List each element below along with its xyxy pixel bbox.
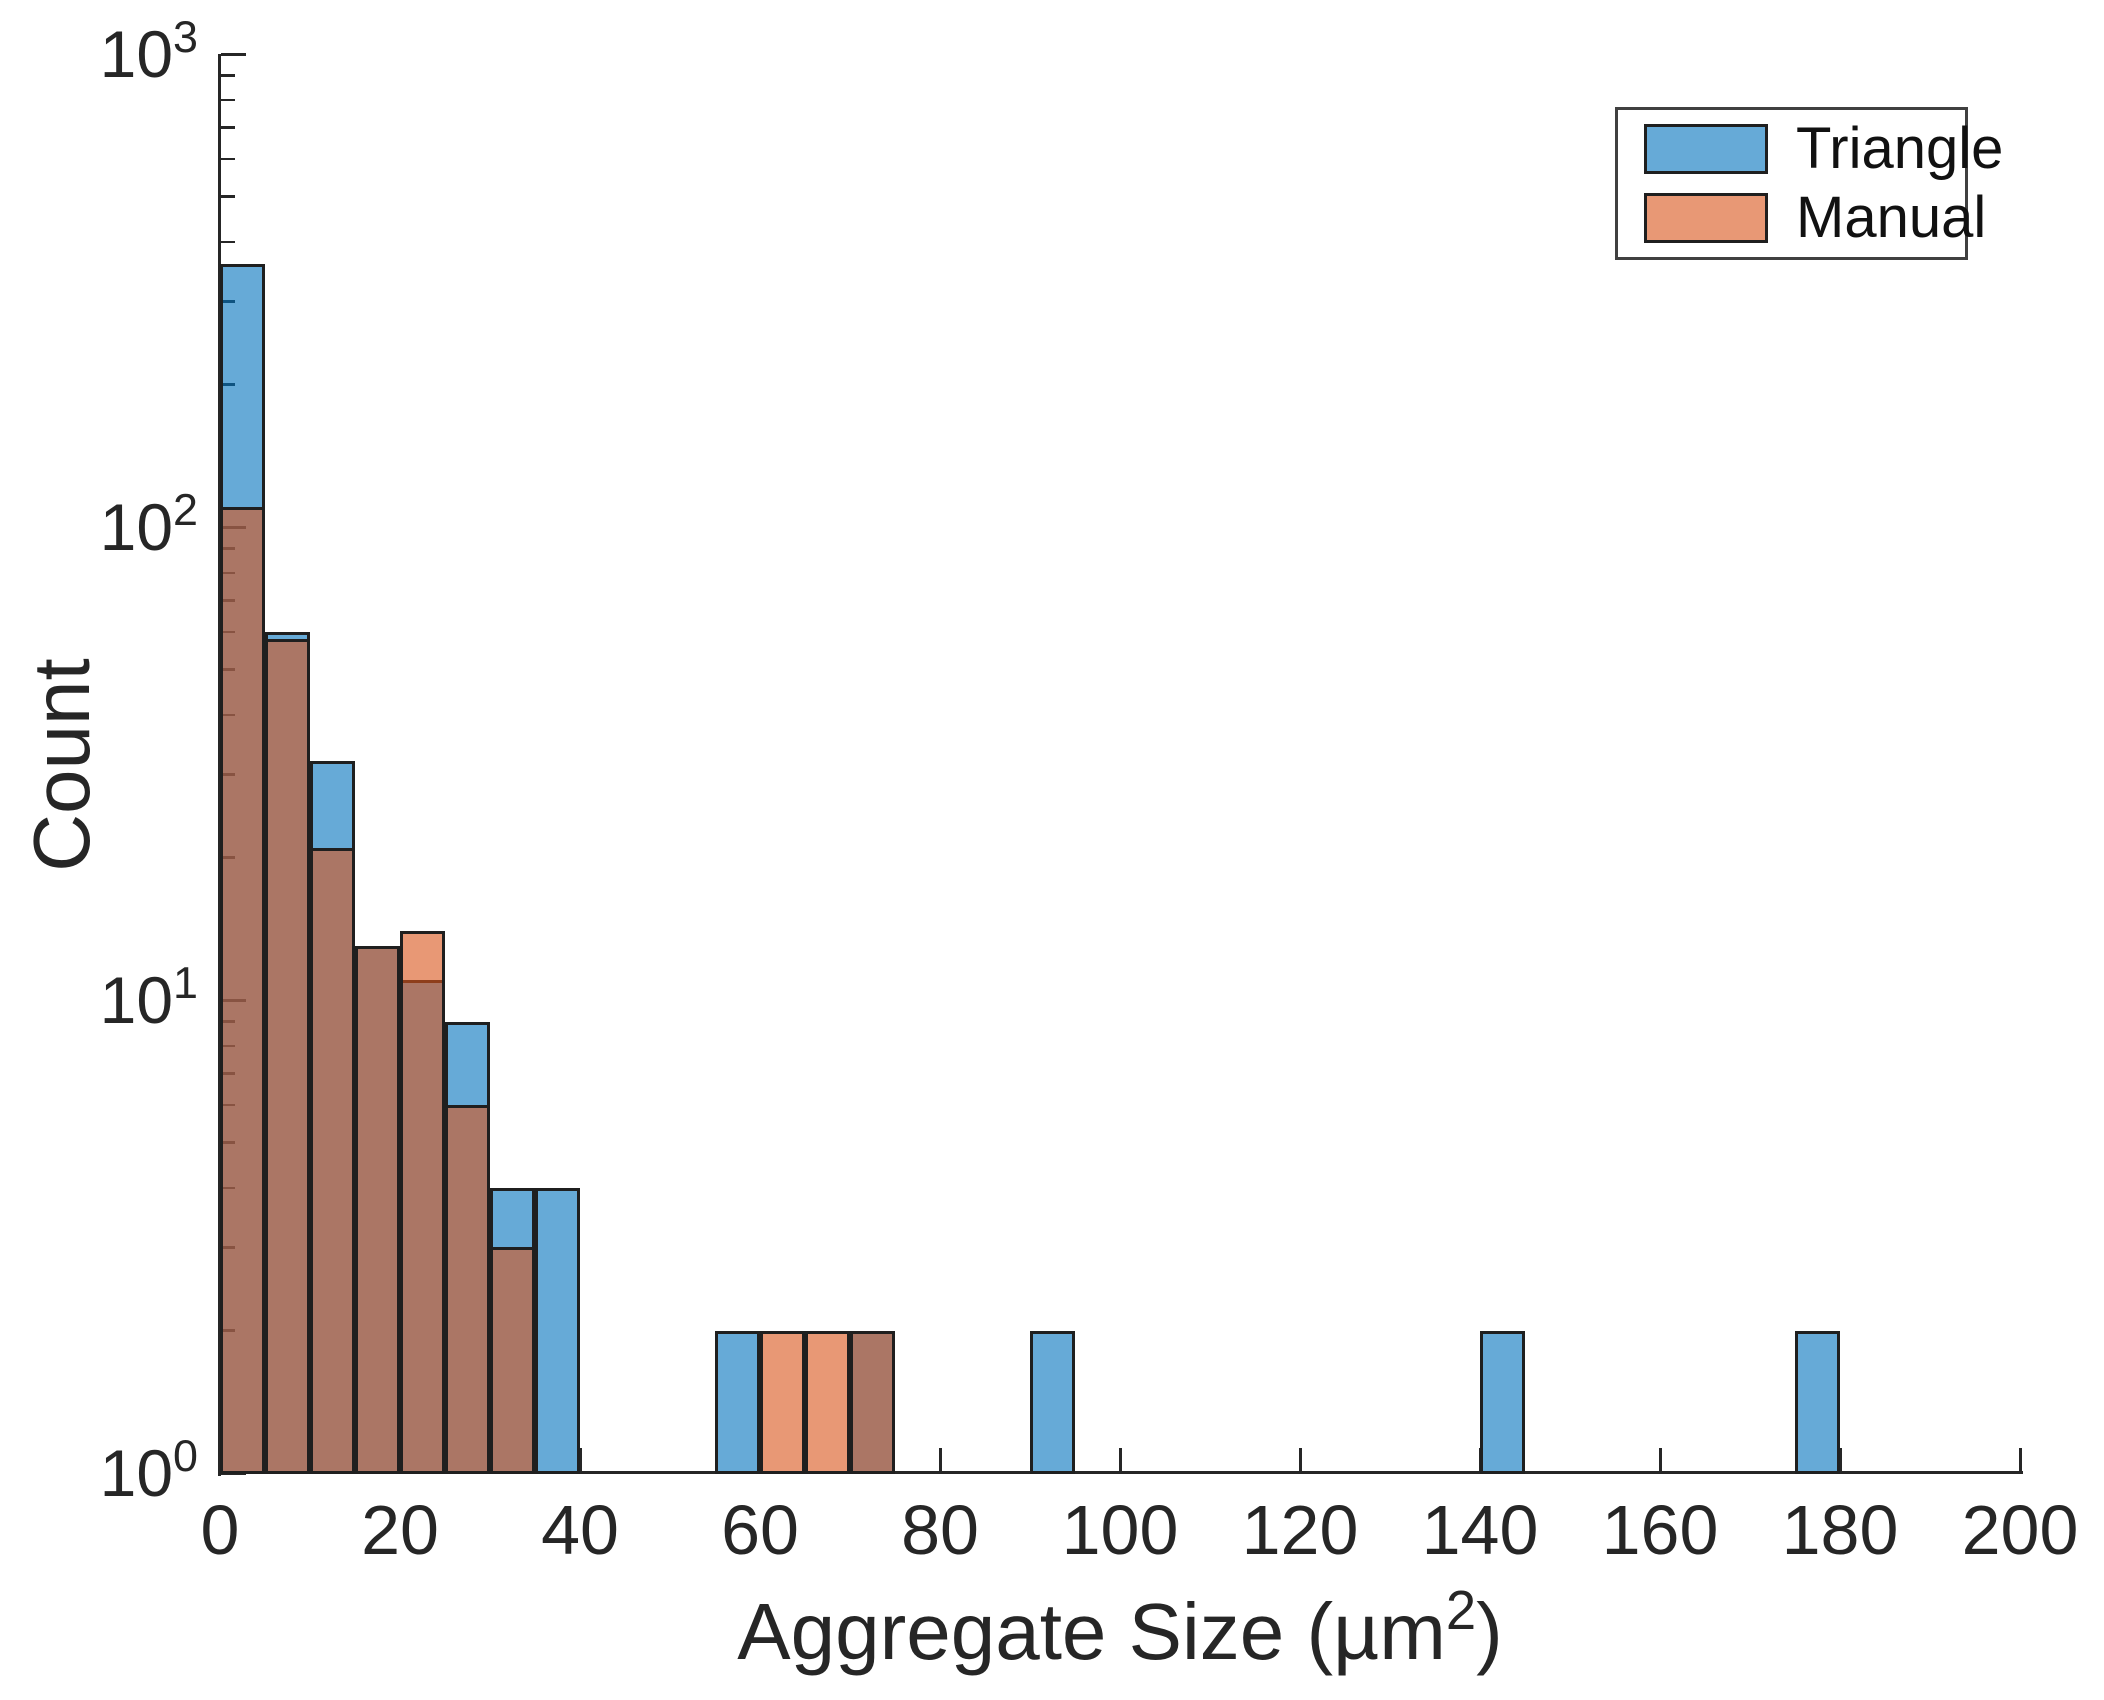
histogram-bar-manual [400, 930, 445, 1474]
legend-swatch-triangle [1644, 124, 1768, 175]
y-axis-title: Count [17, 658, 106, 872]
histogram-bar-triangle [535, 1188, 580, 1474]
histogram-bar-manual [355, 946, 400, 1474]
x-major-tick [1118, 1448, 1122, 1473]
histogram-bar-manual [310, 847, 355, 1474]
x-major-tick [1298, 1448, 1302, 1473]
x-major-tick [2018, 1448, 2022, 1473]
y-tick-base: 10 [99, 1436, 174, 1510]
y-minor-tick [221, 157, 235, 161]
y-tick-label: 100 [100, 1433, 198, 1506]
x-tick-label: 200 [1961, 1491, 2079, 1569]
histogram-bar-triangle [715, 1330, 760, 1474]
histogram-bar-manual [850, 1330, 895, 1474]
x-major-tick [938, 1448, 942, 1473]
legend: Triangle Manual [1615, 107, 2003, 260]
y-tick-base: 10 [99, 490, 174, 564]
x-axis-title-suffix: ) [1476, 1587, 1503, 1676]
x-tick-label: 60 [721, 1491, 799, 1569]
y-tick-exponent: 1 [173, 957, 198, 1009]
histogram-bar-manual [490, 1247, 535, 1474]
y-tick-base: 10 [99, 963, 174, 1037]
y-minor-tick [221, 240, 235, 244]
legend-swatch-manual [1644, 192, 1768, 243]
y-minor-tick [221, 74, 235, 77]
x-axis-title: Aggregate Size (µm2) [737, 1580, 1503, 1678]
x-major-tick [578, 1448, 582, 1473]
y-tick-exponent: 0 [173, 1430, 198, 1482]
y-tick-exponent: 3 [173, 11, 198, 63]
legend-label-triangle: Triangle [1796, 116, 2004, 182]
x-tick-label: 80 [901, 1491, 979, 1569]
x-tick-label: 140 [1421, 1491, 1539, 1569]
x-tick-label: 100 [1061, 1491, 1179, 1569]
histogram-bar-triangle [1030, 1330, 1075, 1474]
y-minor-tick [221, 98, 235, 102]
legend-row-manual: Manual [1618, 188, 1986, 247]
histogram-bar-triangle [1795, 1330, 1840, 1474]
x-tick-label: 120 [1241, 1491, 1359, 1569]
y-major-tick [221, 52, 246, 56]
histogram-bar-manual [265, 638, 310, 1474]
histogram-bar-manual [760, 1330, 805, 1474]
x-tick-label: 40 [541, 1491, 619, 1569]
y-tick-label: 101 [100, 960, 198, 1033]
x-axis-title-text: Aggregate Size (µm [737, 1587, 1446, 1676]
y-tick-label: 103 [100, 14, 198, 87]
y-minor-tick [221, 195, 235, 198]
x-major-tick [1658, 1448, 1662, 1473]
x-tick-label: 160 [1601, 1491, 1719, 1569]
x-tick-label: 180 [1781, 1491, 1899, 1569]
legend-row-triangle: Triangle [1618, 120, 2003, 178]
x-major-tick [1838, 1448, 1842, 1473]
histogram-bar-manual [220, 507, 265, 1474]
histogram-bar-manual [805, 1330, 850, 1474]
y-minor-tick [221, 126, 235, 129]
x-tick-label: 0 [200, 1491, 240, 1569]
y-tick-exponent: 2 [173, 484, 198, 536]
x-axis-title-superscript: 2 [1445, 1580, 1477, 1642]
y-axis-line [218, 54, 221, 1476]
histogram-bar-triangle [1480, 1330, 1525, 1474]
histogram-bar-manual [445, 1104, 490, 1474]
y-tick-label: 102 [100, 487, 198, 560]
y-tick-base: 10 [99, 17, 174, 91]
legend-label-manual: Manual [1796, 184, 1987, 250]
x-tick-label: 20 [361, 1491, 439, 1569]
